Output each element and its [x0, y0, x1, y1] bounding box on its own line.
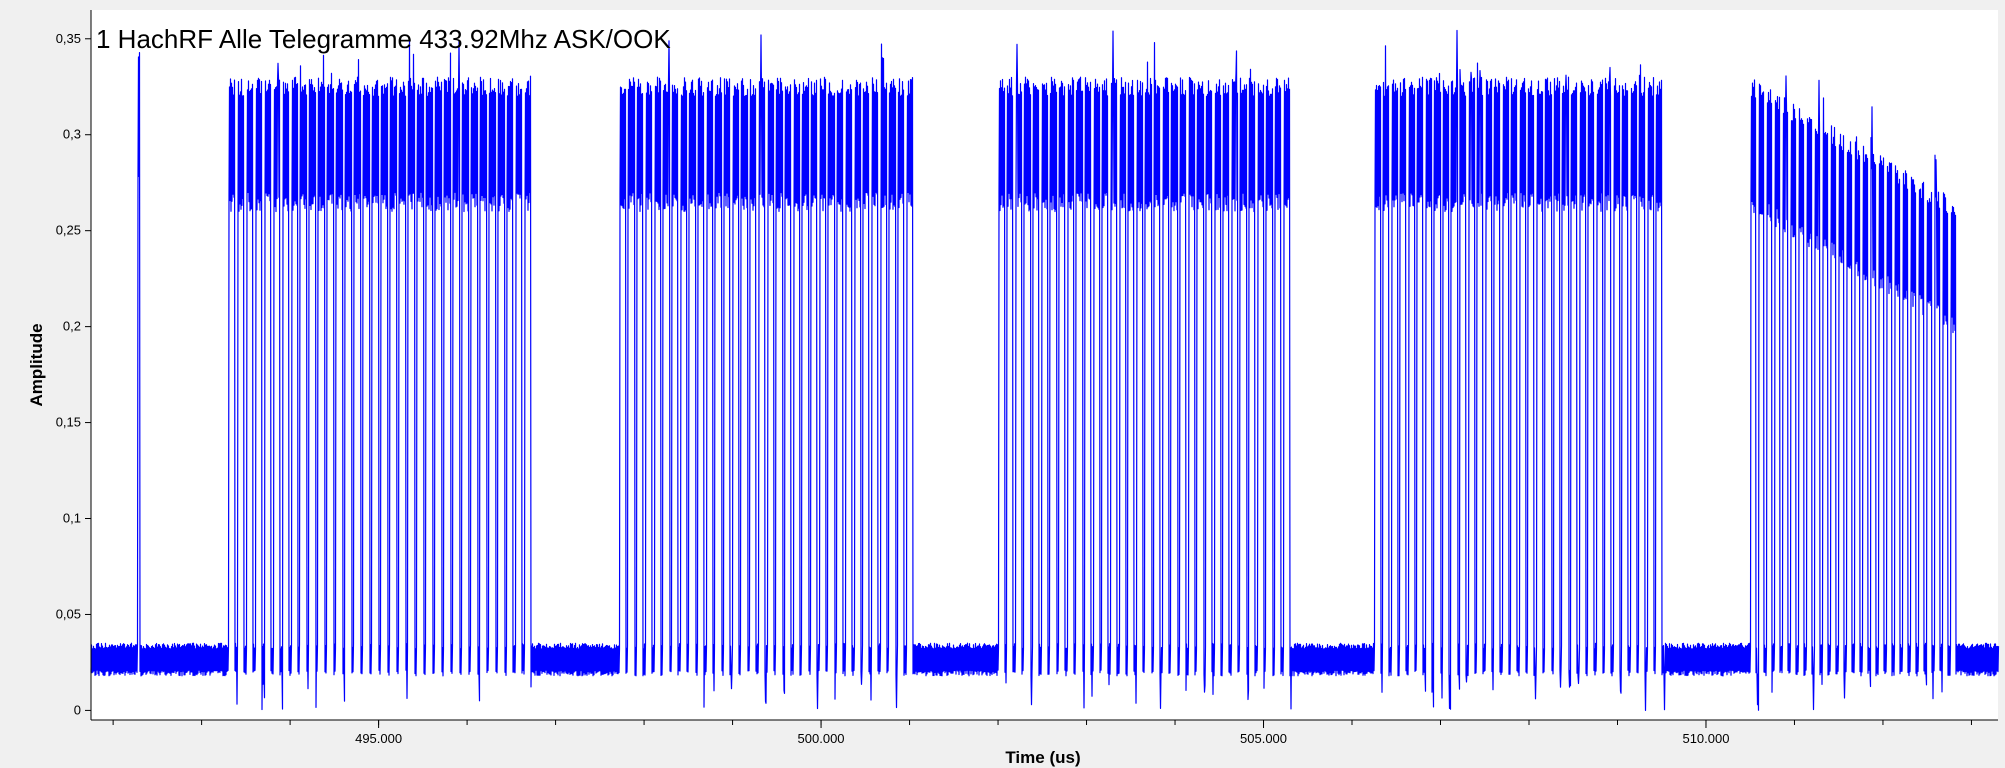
signal-line	[90, 29, 2000, 712]
chart-title: 1 HachRF Alle Telegramme 433.92Mhz ASK/O…	[96, 24, 671, 54]
y-axis-title: Amplitude	[27, 323, 46, 406]
y-tick-label: 0,25	[56, 223, 81, 238]
y-tick-label: 0,2	[63, 319, 81, 334]
x-tick-label: 510.000	[1682, 731, 1729, 746]
x-tick-label: 505.000	[1240, 731, 1287, 746]
x-axis-ticks: 495.000 500.000 505.000 510.000	[112, 720, 1972, 746]
x-tick-label: 500.000	[798, 731, 845, 746]
y-tick-label: 0,3	[63, 127, 81, 142]
x-axis-title: Time (us)	[1005, 748, 1080, 767]
y-tick-label: 0,05	[56, 606, 81, 621]
y-tick-label: 0,15	[56, 415, 81, 430]
y-tick-label: 0	[74, 702, 81, 717]
y-tick-label: 0,35	[56, 31, 81, 46]
signal-series	[90, 29, 2000, 712]
y-tick-label: 0,1	[63, 511, 81, 526]
x-tick-label: 495.000	[355, 731, 402, 746]
y-axis-ticks: 0 0,05 0,1 0,15 0,2 0,25 0,3 0,35	[56, 31, 91, 717]
